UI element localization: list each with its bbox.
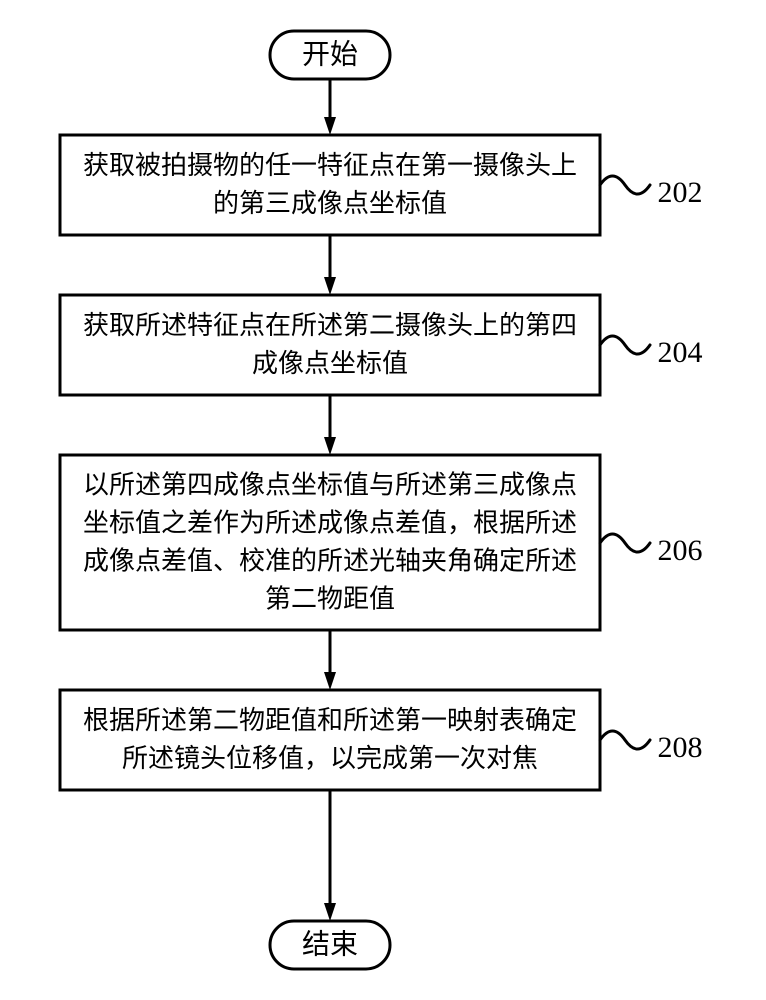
step-202-connector: [600, 176, 650, 194]
arrowhead-2: [324, 437, 336, 455]
step-208-line-0: 根据所述第二物距值和所述第一映射表确定: [83, 706, 577, 735]
arrowhead-1: [324, 277, 336, 295]
arrowhead-3: [324, 672, 336, 690]
start-terminator-label: 开始: [302, 38, 358, 70]
step-206-connector: [600, 534, 650, 552]
step-206-line-0: 以所述第四成像点坐标值与所述第三成像点: [83, 470, 577, 499]
step-202-line-1: 的第三成像点坐标值: [213, 189, 447, 218]
step-208: 根据所述第二物距值和所述第一映射表确定所述镜头位移值，以完成第一次对焦 208: [60, 690, 703, 790]
step-206-number: 206: [658, 534, 703, 567]
step-204: 获取所述特征点在所述第二摄像头上的第四成像点坐标值 204: [60, 295, 703, 395]
step-204-line-0: 获取所述特征点在所述第二摄像头上的第四: [83, 311, 577, 340]
step-204-line-1: 成像点坐标值: [252, 349, 408, 378]
step-206-line-1: 坐标值之差作为所述成像点差值，根据所述: [83, 508, 577, 537]
arrowhead-4: [324, 903, 336, 921]
step-206-line-3: 第二物距值: [265, 584, 395, 613]
step-208-number: 208: [658, 731, 703, 764]
end-terminator: 结束: [270, 921, 390, 969]
step-206-line-2: 成像点差值、校准的所述光轴夹角确定所述: [83, 546, 577, 575]
arrowhead-0: [324, 117, 336, 135]
step-204-connector: [600, 336, 650, 354]
step-204-number: 204: [658, 336, 703, 369]
step-202-line-0: 获取被拍摄物的任一特征点在第一摄像头上: [83, 151, 577, 180]
end-terminator-label: 结束: [302, 928, 358, 960]
step-208-line-1: 所述镜头位移值，以完成第一次对焦: [122, 744, 538, 773]
step-202: 获取被拍摄物的任一特征点在第一摄像头上的第三成像点坐标值 202: [60, 135, 703, 235]
step-206: 以所述第四成像点坐标值与所述第三成像点坐标值之差作为所述成像点差值，根据所述成像…: [60, 455, 703, 630]
step-202-number: 202: [658, 176, 703, 209]
start-terminator: 开始: [270, 31, 390, 79]
step-208-connector: [600, 731, 650, 749]
